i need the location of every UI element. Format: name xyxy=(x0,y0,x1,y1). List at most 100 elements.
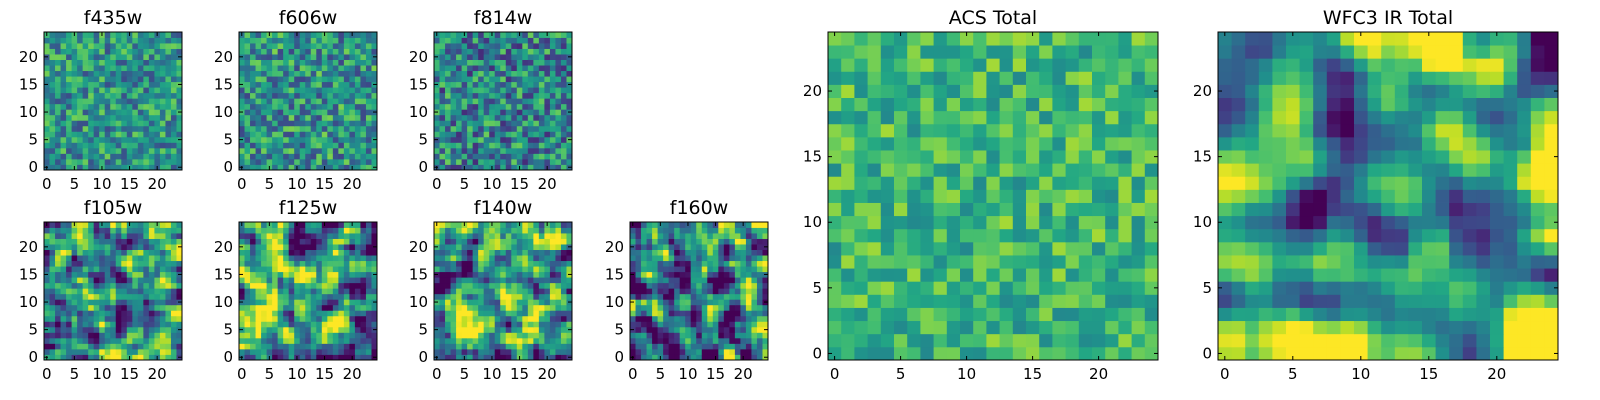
heatmap-cell xyxy=(60,114,67,121)
heatmap-cell xyxy=(701,304,708,311)
heatmap-cell xyxy=(71,304,78,311)
heatmap-cell xyxy=(701,354,708,361)
heatmap-cell xyxy=(277,54,284,60)
heatmap-cell xyxy=(82,238,89,245)
heatmap-cell xyxy=(88,233,95,239)
heatmap-cell xyxy=(434,332,440,339)
heatmap-cell xyxy=(170,142,177,149)
heatmap-cell xyxy=(115,81,122,88)
heatmap-cell xyxy=(1131,202,1146,217)
heatmap-cell xyxy=(478,32,485,38)
heatmap-cell xyxy=(170,43,177,49)
heatmap-cell xyxy=(494,81,501,88)
heatmap-cell xyxy=(365,131,372,138)
heatmap-cell xyxy=(82,37,89,44)
heatmap-cell xyxy=(250,244,256,250)
heatmap-cell xyxy=(635,354,642,361)
heatmap-cell xyxy=(489,304,496,311)
heatmap-cell xyxy=(277,37,284,44)
heatmap-cell xyxy=(973,333,987,348)
heatmap-cell xyxy=(505,354,512,361)
heatmap-cell xyxy=(566,310,573,317)
heatmap-cell xyxy=(505,87,512,94)
heatmap-cell xyxy=(148,266,155,273)
heatmap-cell xyxy=(93,54,100,60)
heatmap-cell xyxy=(82,142,89,149)
heatmap-cell xyxy=(841,163,855,177)
heatmap-cell xyxy=(170,222,177,228)
heatmap-cell xyxy=(321,142,328,149)
heatmap-cell xyxy=(332,249,339,256)
heatmap-cell xyxy=(77,288,84,295)
heatmap-cell xyxy=(371,304,378,311)
heatmap-cell xyxy=(489,81,496,88)
heatmap-cell xyxy=(349,153,356,160)
heatmap-cell xyxy=(445,114,451,121)
heatmap-cell xyxy=(663,326,670,333)
heatmap-cell xyxy=(126,315,133,322)
heatmap-cell xyxy=(137,348,144,355)
heatmap-cell xyxy=(718,299,725,306)
heatmap-cell xyxy=(467,260,474,267)
heatmap-cell xyxy=(143,244,150,250)
heatmap-cell xyxy=(1052,333,1066,348)
heatmap-cell xyxy=(527,32,534,38)
heatmap-cell xyxy=(250,260,256,267)
heatmap-cell xyxy=(712,255,719,262)
heatmap-cell xyxy=(360,43,367,49)
heatmap-cell xyxy=(365,255,372,262)
heatmap-cell xyxy=(365,266,372,273)
heatmap-cell xyxy=(483,348,490,355)
heatmap-cell xyxy=(1105,281,1119,295)
heatmap-cell xyxy=(321,343,328,350)
heatmap-cell xyxy=(549,238,556,245)
heatmap-cell xyxy=(148,136,155,143)
heatmap-cell xyxy=(538,233,545,239)
heatmap-cell xyxy=(450,37,457,44)
heatmap-cell xyxy=(1078,346,1093,361)
heatmap-cell xyxy=(250,147,256,154)
heatmap-cell xyxy=(1026,307,1040,322)
heatmap-cell xyxy=(1026,202,1040,217)
heatmap-cell xyxy=(310,233,317,239)
heatmap-cell xyxy=(445,326,451,333)
heatmap-cell xyxy=(1131,294,1146,308)
heatmap-cell xyxy=(461,54,468,60)
heatmap-cell xyxy=(250,337,256,344)
heatmap-cell xyxy=(244,299,251,306)
heatmap-cell xyxy=(483,260,490,267)
heatmap-cell xyxy=(71,120,78,127)
heatmap-cell xyxy=(478,153,485,160)
heatmap-cell xyxy=(143,343,150,350)
heatmap-cell xyxy=(49,43,56,49)
heatmap-cell xyxy=(55,76,61,83)
heatmap-cell xyxy=(299,227,306,234)
heatmap-cell xyxy=(516,326,523,333)
heatmap-cell xyxy=(365,65,372,72)
heatmap-cell xyxy=(707,332,714,339)
heatmap-cell xyxy=(327,81,334,88)
heatmap-cell xyxy=(137,81,144,88)
heatmap-cell xyxy=(511,315,518,322)
heatmap-cell xyxy=(472,164,479,171)
heatmap-cell xyxy=(266,244,273,250)
heatmap-cell xyxy=(88,227,95,234)
heatmap-cell xyxy=(762,337,769,344)
heatmap-cell xyxy=(522,260,529,267)
heatmap-cell xyxy=(165,76,172,83)
heatmap-cell xyxy=(718,282,725,289)
heatmap-cell xyxy=(332,103,339,110)
heatmap-cell xyxy=(110,299,117,306)
heatmap-cell xyxy=(121,81,128,88)
heatmap-cell xyxy=(489,103,496,110)
heatmap-cell xyxy=(55,98,61,105)
heatmap-cell xyxy=(349,277,356,284)
heatmap-cell xyxy=(679,238,686,245)
heatmap-cell xyxy=(321,337,328,344)
heatmap-cell xyxy=(1144,281,1159,295)
heatmap-cell xyxy=(266,54,273,60)
heatmap-cell xyxy=(674,282,681,289)
heatmap-cell xyxy=(740,299,747,306)
heatmap-cell xyxy=(321,238,328,245)
